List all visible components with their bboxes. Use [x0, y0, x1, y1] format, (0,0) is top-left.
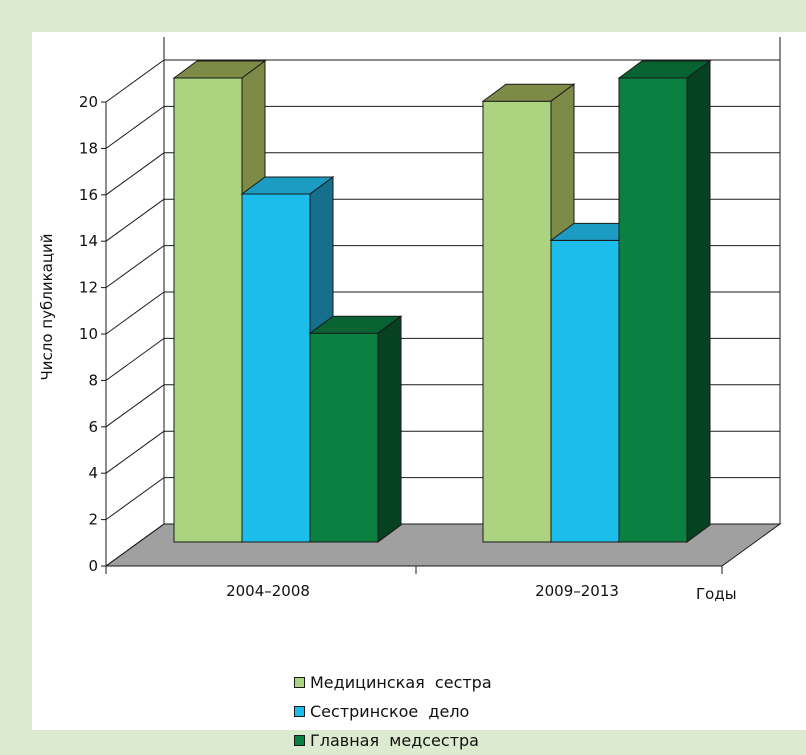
wall-gridline [105, 245, 165, 289]
legend-label: Главная медсестра [310, 731, 479, 750]
bar-front [618, 77, 688, 543]
wall-gridline [105, 198, 165, 242]
y-tick-label: 2 [88, 511, 98, 529]
legend-item: Сестринское дело [294, 697, 492, 726]
legend-swatch [294, 735, 305, 746]
x-tick-label: 2004–2008 [226, 582, 310, 600]
y-tick-label: 8 [88, 371, 98, 389]
bar-front [241, 193, 311, 543]
x-tick-label: 2009–2013 [535, 582, 619, 600]
y-tick-label: 18 [79, 139, 98, 157]
wall-gridline [105, 152, 165, 196]
legend-swatch [294, 677, 305, 688]
y-tick-label: 16 [79, 186, 98, 204]
wall-gridline [105, 337, 165, 381]
wall-gridline [105, 523, 165, 567]
y-tick-label: 12 [79, 279, 98, 297]
bar-side [377, 315, 402, 543]
chart-panel: 0 2 4 6 8 10 12 14 16 18 20 Число публикаций 2004–20… [32, 32, 806, 750]
bar-front [173, 77, 243, 543]
y-tick-label: 6 [88, 418, 98, 436]
wall-gridline [105, 384, 165, 428]
bar-front [309, 332, 379, 543]
bar-front [550, 239, 620, 543]
legend-label: Медицинская сестра [310, 673, 492, 692]
y-tick-label: 14 [79, 232, 98, 250]
y-tick-label: 20 [79, 93, 98, 111]
wall-gridline [105, 291, 165, 335]
wall-gridline [105, 430, 165, 474]
legend-label: Сестринское дело [310, 702, 470, 721]
legend-item: Главная медсестра [294, 726, 492, 755]
legend-item: Медицинская сестра [294, 668, 492, 697]
wall-gridline [105, 105, 165, 149]
y-axis-title: Число публикаций [38, 233, 56, 380]
y-tick-label: 10 [79, 325, 98, 343]
bar-side [686, 60, 711, 543]
wall-gridline [105, 477, 165, 521]
bar-chart: 0 2 4 6 8 10 12 14 16 18 20 Число публикаций 2004–20… [38, 37, 782, 603]
wall-gridline [105, 59, 165, 103]
legend: Медицинская сестра Сестринское дело Главна… [294, 668, 492, 755]
y-tick-label: 4 [88, 464, 98, 482]
x-axis-title: Годы [696, 585, 737, 603]
bar-front [482, 100, 552, 543]
y-tick-label: 0 [88, 557, 98, 575]
legend-swatch [294, 706, 305, 717]
